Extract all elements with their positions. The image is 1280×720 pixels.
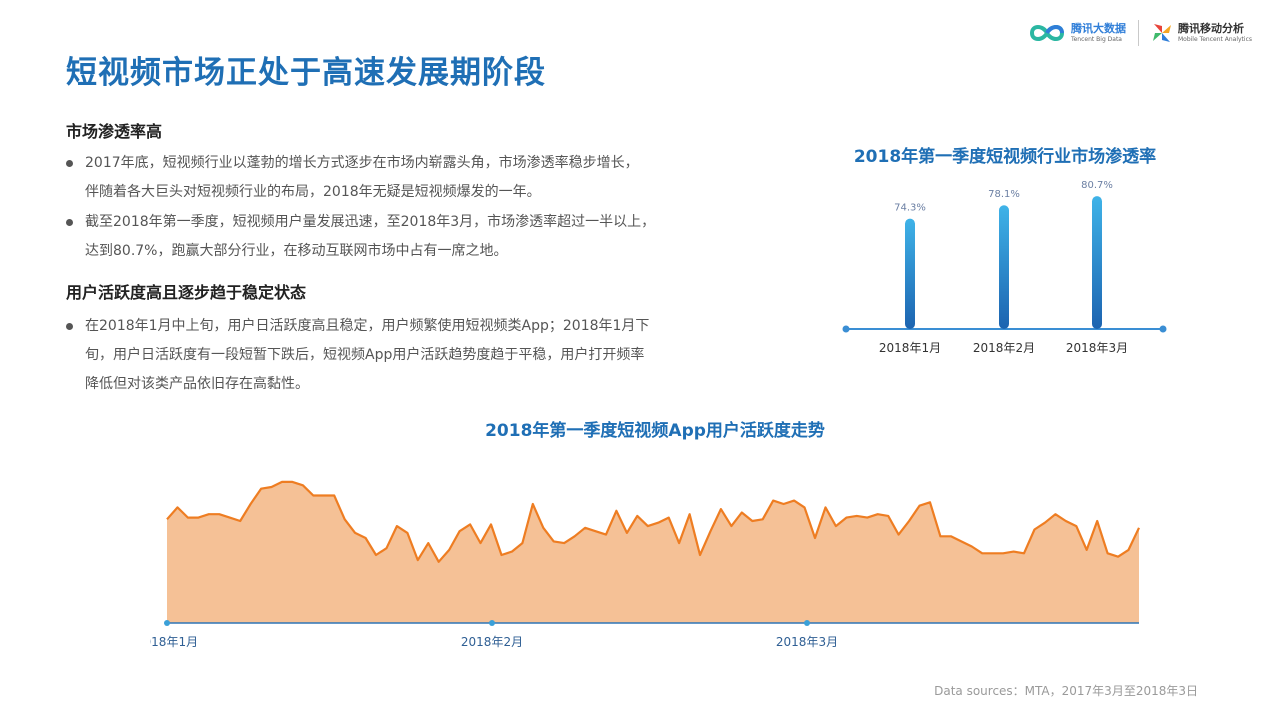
mta-logo: 腾讯移动分析 Mobile Tencent Analytics <box>1151 22 1252 44</box>
bar-category-label: 2018年3月 <box>1066 341 1128 355</box>
bullet-dot-icon <box>66 323 73 330</box>
bullet-dot-icon <box>66 219 73 226</box>
bar-category-label: 2018年2月 <box>973 341 1035 355</box>
x-tick-label: 2018年1月 <box>150 635 198 649</box>
bar-value-label: 74.3% <box>894 203 926 214</box>
bullet-item: 2017年底，短视频行业以蓬勃的增长方式逐步在市场内崭露头角，市场渗透率稳步增长… <box>66 149 716 207</box>
section-heading-activity: 用户活跃度高且逐步趋于稳定状态 <box>66 283 307 302</box>
activity-area-chart: 2018年1月 2018年2月 2018年3月 <box>150 480 1140 649</box>
axis-end-marker <box>1159 325 1167 333</box>
tbd-name-cn: 腾讯大数据 <box>1070 22 1126 35</box>
bullet-line: 伴随着各大巨头对短视频行业的布局，2018年无疑是短视频爆发的一年。 <box>85 184 541 200</box>
mta-name-cn: 腾讯移动分析 <box>1177 22 1244 35</box>
page-title: 短视频市场正处于高速发展期阶段 <box>66 55 546 91</box>
mta-name-en: Mobile Tencent Analytics <box>1177 36 1252 43</box>
bar <box>1092 196 1102 329</box>
area-fill <box>167 481 1139 623</box>
axis-end-marker <box>842 325 850 333</box>
x-tick-label: 2018年3月 <box>776 635 838 649</box>
tencent-big-data-logo: 腾讯大数据 Tencent Big Data <box>1029 22 1126 44</box>
bullet-line: 降低但对该类产品依旧存在高黏性。 <box>85 376 309 392</box>
data-source-note: Data sources：MTA，2017年3月至2018年3日 <box>934 684 1198 698</box>
bullet-item: 截至2018年第一季度，短视频用户量发展迅速，至2018年3月，市场渗透率超过一… <box>66 208 716 266</box>
bar <box>905 218 915 329</box>
x-tick-label: 2018年2月 <box>461 635 523 649</box>
bar-value-label: 78.1% <box>988 189 1020 200</box>
bar <box>999 205 1009 329</box>
infinity-logo-icon <box>1029 25 1064 41</box>
bar-value-label: 80.7% <box>1081 180 1113 191</box>
axis-tick-marker <box>804 620 810 626</box>
bullet-line: 截至2018年第一季度，短视频用户量发展迅速，至2018年3月，市场渗透率超过一… <box>85 214 656 230</box>
bullet-line: 2017年底，短视频行业以蓬勃的增长方式逐步在市场内崭露头角，市场渗透率稳步增长… <box>85 155 639 171</box>
section-heading-penetration: 市场渗透率高 <box>66 122 163 141</box>
axis-tick-marker <box>164 620 170 626</box>
area-chart-title: 2018年第一季度短视频App用户活跃度走势 <box>485 421 825 441</box>
logo-divider <box>1137 20 1139 46</box>
tbd-name-en: Tencent Big Data <box>1070 36 1122 43</box>
logo-bar: 腾讯大数据 Tencent Big Data 腾讯移动分析 Mobile Ten… <box>1029 20 1252 46</box>
bullet-dot-icon <box>66 160 73 167</box>
bar-category-label: 2018年1月 <box>879 341 941 355</box>
series-line <box>166 480 1140 563</box>
penetration-bar-chart: 74.3% 2018年1月 78.1% 2018年2月 80.7% 2018年3月 <box>842 180 1167 355</box>
pinwheel-logo-icon <box>1152 24 1171 42</box>
axis-tick-marker <box>489 620 495 626</box>
bullet-item: 在2018年1月中上旬，用户日活跃度高且稳定，用户频繁使用短视频类App；201… <box>66 312 716 399</box>
bullet-line: 达到80.7%，跑赢大部分行业，在移动互联网市场中占有一席之地。 <box>85 243 508 259</box>
bullet-line: 旬，用户日活跃度有一段短暂下跌后，短视频App用户活跃趋势度趋于平稳，用户打开频… <box>85 347 645 363</box>
bullet-line: 在2018年1月中上旬，用户日活跃度高且稳定，用户频繁使用短视频类App；201… <box>85 318 650 334</box>
bar-chart-title: 2018年第一季度短视频行业市场渗透率 <box>853 147 1157 167</box>
